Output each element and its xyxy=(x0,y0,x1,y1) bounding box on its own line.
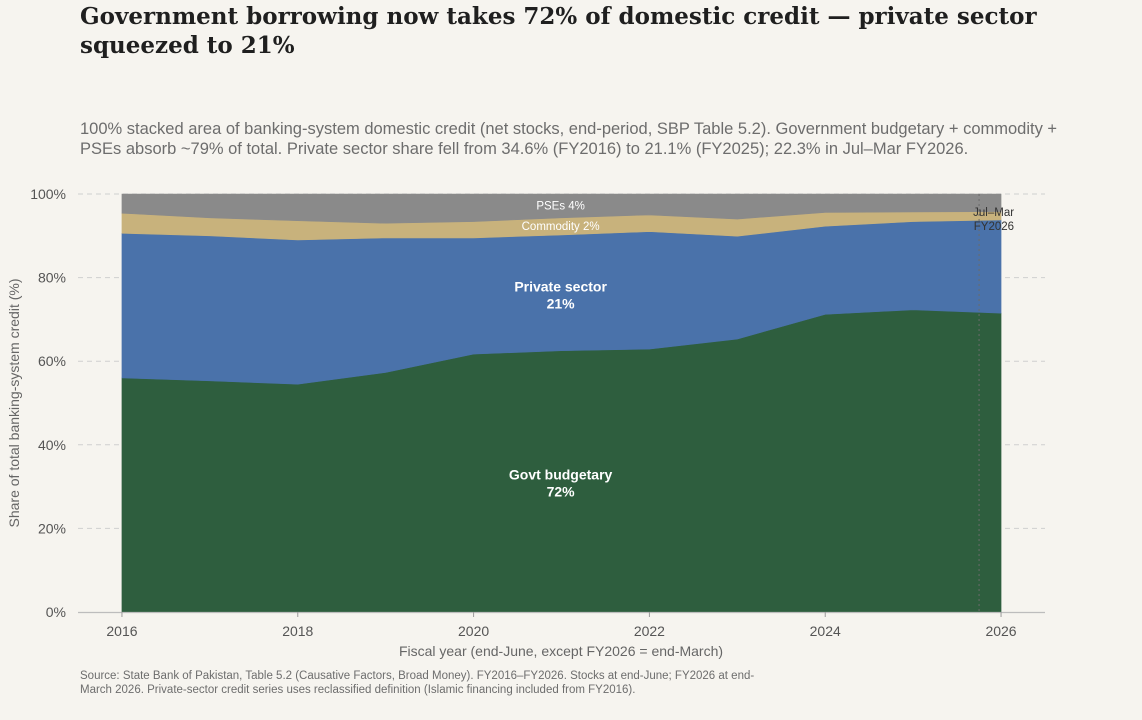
x-tick-label-2020: 2020 xyxy=(458,623,489,639)
y-tick-label-20: 20% xyxy=(38,520,66,536)
label-govt-budgetary: Govt budgetary xyxy=(509,466,613,482)
y-tick-label-100: 100% xyxy=(30,186,66,202)
y-tick-label-60: 60% xyxy=(38,353,66,369)
label-private-sector: Private sector xyxy=(514,278,607,294)
source-note: Source: State Bank of Pakistan, Table 5.… xyxy=(80,670,755,696)
annotation-label-line2: FY2026 xyxy=(974,221,1014,233)
axis-layer: 2016 2018 2020 2022 2024 2026 0% 20% 40% 60% 80% 10… xyxy=(30,186,1045,639)
label-commodity: Commodity 2% xyxy=(522,221,600,233)
chart-subtitle: 100% stacked area of banking-system dome… xyxy=(80,120,1058,158)
x-tick-label-2022: 2022 xyxy=(634,623,665,639)
y-axis-title: Share of total banking-system credit (%) xyxy=(6,279,22,528)
area-layer xyxy=(121,193,1002,613)
x-tick-label-2026: 2026 xyxy=(985,623,1016,639)
label-private-sector-share: 21% xyxy=(547,295,576,311)
area-pses xyxy=(121,193,1002,224)
label-govt-budgetary-share: 72% xyxy=(547,483,576,499)
y-tick-label-40: 40% xyxy=(38,437,66,453)
x-tick-label-2016: 2016 xyxy=(106,623,137,639)
label-pses: PSEs 4% xyxy=(536,200,585,212)
x-axis-title: Fiscal year (end-June, except FY2026 = e… xyxy=(399,643,723,659)
x-tick-label-2018: 2018 xyxy=(282,623,313,639)
y-tick-label-0: 0% xyxy=(46,604,66,620)
y-tick-label-80: 80% xyxy=(38,270,66,286)
x-tick-label-2024: 2024 xyxy=(810,623,841,639)
chart-title: Government borrowing now takes 72% of do… xyxy=(80,3,1037,59)
annotation-label-line1: Jul–Mar xyxy=(973,207,1014,219)
